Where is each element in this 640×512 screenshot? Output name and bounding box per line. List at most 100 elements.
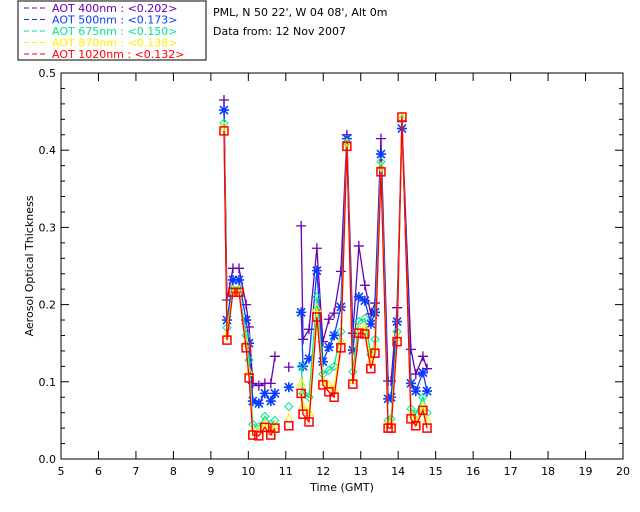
square-marker (336, 343, 346, 353)
date-label: Data from: 12 Nov 2007 (213, 25, 346, 38)
legend-entry: AOT 870nm : <0.138> (52, 37, 178, 50)
plus-marker (218, 95, 229, 106)
x-tick-label: 15 (429, 465, 443, 478)
square-marker (244, 373, 254, 383)
asterisk-marker (283, 382, 294, 393)
square-marker (219, 126, 229, 136)
square-marker (392, 336, 402, 347)
plus-marker (323, 314, 334, 325)
plus-marker (335, 266, 346, 277)
legend-entry: AOT 500nm : <0.173> (52, 14, 178, 27)
asterisk-marker (296, 307, 307, 318)
square-marker (260, 422, 270, 433)
asterisk-marker (386, 392, 397, 403)
asterisk-marker (335, 301, 346, 312)
x-tick-label: 18 (541, 465, 555, 478)
x-tick-label: 13 (354, 465, 368, 478)
square-marker (360, 329, 370, 339)
square-marker (348, 379, 358, 389)
square-marker (411, 421, 421, 431)
legend-entry: AOT 1020nm : <0.132> (52, 48, 185, 61)
diamond-marker (324, 365, 334, 375)
square-marker (318, 380, 328, 390)
diamond-marker (304, 392, 314, 402)
triangle-marker (376, 161, 386, 171)
square-marker (284, 421, 294, 431)
diamond-marker (296, 361, 306, 372)
plus-marker (353, 240, 364, 251)
legend-box (17, 0, 207, 61)
asterisk-marker (311, 265, 322, 276)
asterisk-marker (369, 307, 380, 318)
asterisk-marker (329, 330, 340, 341)
y-tick-label: 0.4 (39, 144, 57, 157)
y-tick-label: 0.5 (39, 67, 57, 80)
plot-area (218, 95, 433, 441)
asterisk-marker (375, 149, 386, 160)
square-marker (248, 430, 258, 440)
asterisk-marker (241, 315, 252, 326)
diamond-marker (284, 401, 294, 412)
plus-marker (417, 351, 428, 362)
y-tick-label: 0.3 (39, 221, 57, 234)
plus-marker (410, 369, 421, 380)
square-marker (222, 335, 232, 345)
axes: 5 6 7 8 9 10 11 12 13 14 15 16 17 18 19 20 0.0 0.1 0.2 0.3 0… (39, 67, 631, 478)
square-marker (354, 328, 364, 338)
location-label: PML, N 50 22', W 04 08', Alt 0m (213, 6, 387, 19)
asterisk-marker (422, 386, 433, 397)
asterisk-marker (253, 398, 264, 409)
square-marker (296, 388, 306, 399)
plot-frame (60, 72, 624, 460)
square-marker (366, 363, 376, 374)
asterisk-marker (233, 274, 244, 285)
triangle-marker (296, 377, 306, 387)
legend-entry: AOT 400nm : <0.202> (52, 2, 178, 15)
square-marker (228, 287, 238, 297)
plus-marker (283, 362, 294, 373)
plus-marker (298, 334, 309, 345)
asterisk-marker (247, 396, 258, 407)
asterisk-marker (265, 396, 276, 407)
asterisk-marker (359, 295, 370, 306)
square-marker (254, 431, 264, 441)
square-marker (397, 112, 407, 122)
square-marker (234, 287, 244, 297)
diamond-marker (329, 361, 339, 372)
asterisk-marker (298, 361, 309, 372)
diamond-marker (244, 355, 254, 365)
x-tick-label: 11 (279, 465, 293, 478)
square-marker (241, 343, 251, 353)
square-marker (370, 348, 380, 358)
square-marker (298, 409, 308, 419)
x-tick-label: 12 (316, 465, 330, 478)
square-marker (386, 423, 396, 433)
asterisk-marker (304, 353, 315, 364)
diamond-marker (260, 411, 270, 422)
asterisk-marker (417, 367, 428, 378)
legend-entry: AOT 675nm : <0.150> (52, 25, 178, 38)
asterisk-marker (353, 291, 364, 302)
triangle-marker (283, 412, 294, 423)
asterisk-marker (410, 386, 421, 397)
square-marker (342, 141, 352, 152)
square-marker (270, 423, 280, 433)
plus-marker (253, 380, 264, 391)
asterisk-marker (227, 274, 238, 285)
square-marker (329, 392, 339, 402)
plus-marker (304, 324, 315, 335)
x-tick-label: 19 (579, 465, 593, 478)
square-marker (376, 167, 386, 177)
asterisk-marker (269, 388, 280, 399)
x-tick-label: 8 (170, 465, 177, 478)
x-tick-label: 16 (466, 465, 480, 478)
plus-marker (311, 243, 322, 254)
y-tick-label: 0.0 (39, 453, 57, 466)
series-square (219, 112, 432, 441)
plus-marker (269, 351, 280, 362)
x-tick-label: 9 (207, 465, 214, 478)
x-axis-label: Time (GMT) (309, 481, 374, 494)
square-marker (312, 312, 322, 322)
y-axis-label: Aerosol Optical Thickness (23, 195, 36, 336)
